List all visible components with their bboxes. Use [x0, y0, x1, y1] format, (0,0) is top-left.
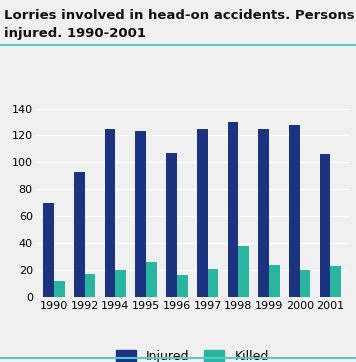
Bar [115, 270, 126, 297]
Bar [227, 122, 238, 297]
Bar [146, 262, 157, 297]
Bar [105, 129, 115, 297]
Bar [289, 125, 300, 297]
Bar [300, 270, 310, 297]
Bar [74, 172, 85, 297]
Bar [135, 131, 146, 297]
Bar [330, 266, 341, 297]
Bar [238, 246, 249, 297]
Bar [320, 154, 330, 297]
Legend: Injured, Killed: Injured, Killed [111, 345, 274, 362]
Bar [258, 129, 269, 297]
Bar [177, 275, 188, 297]
Bar [269, 265, 280, 297]
Bar [166, 153, 177, 297]
Bar [85, 274, 95, 297]
Text: injured. 1990-2001: injured. 1990-2001 [4, 27, 146, 40]
Bar [54, 281, 65, 297]
Bar [208, 269, 218, 297]
Bar [197, 129, 208, 297]
Text: Lorries involved in head-on accidents. Persons killed or: Lorries involved in head-on accidents. P… [4, 9, 356, 22]
Bar [43, 203, 54, 297]
